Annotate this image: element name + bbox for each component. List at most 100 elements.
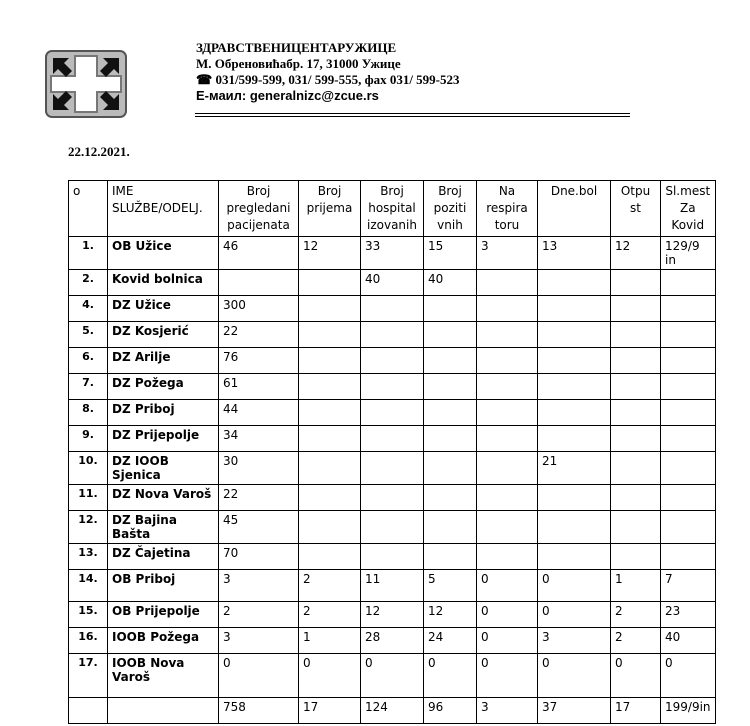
- table-cell: 22: [218, 484, 299, 511]
- table-cell: 12: [360, 601, 424, 628]
- table-cell: [476, 373, 538, 400]
- table-cell: 22: [218, 321, 299, 348]
- table-cell: 76: [218, 347, 299, 374]
- org-name: ЗДРАВСТВЕНИЦЕНТАРУЖИЦЕ: [196, 40, 397, 55]
- table-cell: [360, 425, 424, 452]
- table-cell: 0: [218, 653, 299, 698]
- table-cell: [360, 347, 424, 374]
- table-cell: 14.: [68, 569, 108, 602]
- table-cell: 40: [660, 627, 716, 654]
- table-row: 4. DZ Užice 300: [68, 295, 716, 322]
- table-cell: [298, 321, 361, 348]
- table-cell: 1: [298, 627, 361, 654]
- table-cell: 37: [537, 697, 611, 724]
- table-cell: [660, 451, 716, 485]
- table-cell: [423, 347, 477, 374]
- table-cell: 45: [218, 510, 299, 544]
- table-row: 9. DZ Prijepolje 34: [68, 425, 716, 452]
- table-cell: 33: [360, 236, 424, 270]
- table-cell: 2: [610, 601, 661, 628]
- table-row: 14. OB Priboj 3 2 11 5 0 0 1 7: [68, 569, 716, 602]
- table-cell: 0: [360, 653, 424, 698]
- table-cell: [423, 373, 477, 400]
- table-cell: [537, 484, 611, 511]
- table-cell: DZ Kosjerić: [107, 321, 219, 348]
- table-cell: 300: [218, 295, 299, 322]
- table-cell: 6.: [68, 347, 108, 374]
- table-cell: [476, 347, 538, 374]
- table-cell: DZ Nova Varoš: [107, 484, 219, 511]
- table-cell: 2: [298, 601, 361, 628]
- table-cell: [423, 484, 477, 511]
- table-cell: IOOB Nova Varoš: [107, 653, 219, 698]
- table-row: 16. IOOB Požega 3 1 28 24 0 3 2 40: [68, 627, 716, 654]
- table-cell: [537, 269, 611, 296]
- document-date: 22.12.2021.: [68, 144, 130, 159]
- table-cell: DZ Čajetina: [107, 543, 219, 570]
- table-cell: DZ Požega: [107, 373, 219, 400]
- table-cell: 12: [298, 236, 361, 270]
- table-cell: [610, 321, 661, 348]
- table-cell: [360, 543, 424, 570]
- table-cell: [68, 697, 108, 724]
- column-header: Broj poziti vnih: [423, 180, 477, 237]
- table-cell: [610, 373, 661, 400]
- table-cell: [360, 321, 424, 348]
- table-cell: [610, 510, 661, 544]
- table-cell: 13.: [68, 543, 108, 570]
- report-table: o IME SLUŽBE/ODELJ. Broj pregledani pacije…: [68, 180, 716, 724]
- table-cell: 7: [660, 569, 716, 602]
- table-cell: [610, 347, 661, 374]
- table-cell: 0: [660, 653, 716, 698]
- table-cell: [423, 543, 477, 570]
- table-cell: 129/9 in: [660, 236, 716, 270]
- table-cell: DZ Prijepolje: [107, 425, 219, 452]
- table-cell: 0: [476, 569, 538, 602]
- table-cell: [298, 269, 361, 296]
- table-cell: 0: [298, 653, 361, 698]
- table-cell: Kovid bolnica: [107, 269, 219, 296]
- table-cell: 11.: [68, 484, 108, 511]
- table-row: 13. DZ Čajetina 70: [68, 543, 716, 570]
- table-cell: 3: [476, 697, 538, 724]
- table-cell: 758: [218, 697, 299, 724]
- table-row: 6. DZ Arilje 76: [68, 347, 716, 374]
- table-cell: 28: [360, 627, 424, 654]
- org-phone: ☎ 031/599-599, 031/ 599-555, фах 031/ 59…: [196, 72, 460, 87]
- table-cell: 17: [610, 697, 661, 724]
- table-cell: [660, 543, 716, 570]
- table-cell: [476, 295, 538, 322]
- table-cell: [360, 510, 424, 544]
- table-cell: [298, 451, 361, 485]
- table-cell: [660, 295, 716, 322]
- table-row: 5. DZ Kosjerić 22: [68, 321, 716, 348]
- table-cell: [423, 510, 477, 544]
- table-row: 10. DZ IOOB Sjenica 30 21: [68, 451, 716, 485]
- table-row: 17. IOOB Nova Varoš 0 0 0 0 0 0 0 0: [68, 653, 716, 698]
- table-cell: 23: [660, 601, 716, 628]
- table-cell: 15.: [68, 601, 108, 628]
- table-cell: 0: [423, 653, 477, 698]
- table-cell: [610, 425, 661, 452]
- column-header: Otpu st: [610, 180, 661, 237]
- column-header: Sl.mest Za Kovid: [660, 180, 716, 237]
- table-cell: [660, 425, 716, 452]
- table-row: 758 17 124 96 3 37 17 199/9in: [68, 697, 716, 724]
- table-cell: 15: [423, 236, 477, 270]
- table-cell: 2: [298, 569, 361, 602]
- table-row: 12. DZ Bajina Bašta 45: [68, 510, 716, 544]
- table-cell: 12: [423, 601, 477, 628]
- table-cell: 4.: [68, 295, 108, 322]
- table-cell: 5.: [68, 321, 108, 348]
- table-cell: [360, 399, 424, 426]
- table-cell: 46: [218, 236, 299, 270]
- table-cell: [610, 399, 661, 426]
- table-cell: 1.: [68, 236, 108, 270]
- table-cell: 44: [218, 399, 299, 426]
- table-cell: 40: [423, 269, 477, 296]
- org-address: М. Обреновићабр. 17, 31000 Ужице: [196, 56, 401, 71]
- table-cell: 3: [218, 627, 299, 654]
- table-cell: DZ Priboj: [107, 399, 219, 426]
- table-cell: [107, 697, 219, 724]
- column-header: o: [68, 180, 108, 237]
